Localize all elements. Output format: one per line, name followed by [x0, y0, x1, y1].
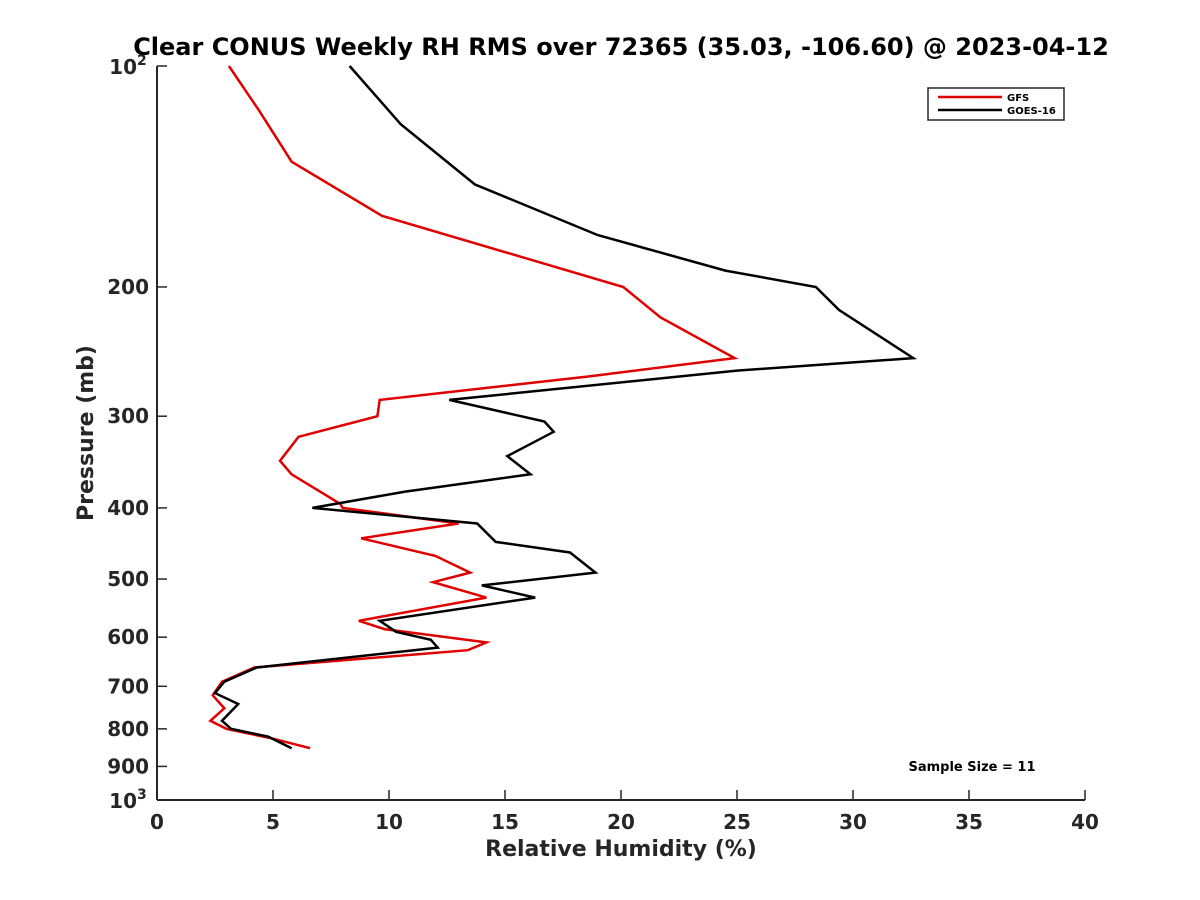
- sample-size-annotation: Sample Size = 11: [908, 760, 1035, 775]
- legend: GFS GOES-16: [927, 87, 1065, 121]
- x-tick-label: 10: [375, 810, 403, 834]
- x-tick-label: 25: [723, 810, 751, 834]
- legend-box: [927, 87, 1065, 121]
- legend-label: GOES-16: [1007, 106, 1056, 117]
- y-tick-label: 800: [107, 717, 149, 741]
- y-tick-exponent: 3: [137, 787, 147, 803]
- y-tick-label: 200: [107, 275, 149, 299]
- x-axis-label: Relative Humidity (%): [485, 837, 757, 862]
- chart-title: Clear CONUS Weekly RH RMS over 72365 (35…: [133, 33, 1109, 61]
- y-tick-label: 900: [107, 754, 149, 778]
- series-line-gfs: [208, 65, 739, 750]
- x-tick-label: 15: [491, 810, 519, 834]
- x-tick-label: 20: [607, 810, 635, 834]
- y-tick-label: 700: [107, 674, 149, 698]
- y-tick-label: 400: [107, 496, 149, 520]
- x-tick-label: 5: [266, 810, 280, 834]
- x-axis-ticks: 0 5 10 15 20 25 30 35 40: [150, 790, 1099, 834]
- legend-label: GFS: [1007, 93, 1029, 104]
- plot-lines: [208, 65, 918, 750]
- y-tick-label: 10: [109, 789, 137, 813]
- y-tick-label: 500: [107, 567, 149, 591]
- y-tick-label: 10: [109, 55, 137, 79]
- series-line-goes-16: [213, 65, 918, 750]
- axes: [156, 66, 1085, 801]
- x-tick-label: 35: [955, 810, 983, 834]
- x-tick-label: 30: [839, 810, 867, 834]
- y-tick-label: 300: [107, 404, 149, 428]
- y-axis-label: Pressure (mb): [74, 345, 99, 521]
- y-tick-label: 600: [107, 625, 149, 649]
- x-tick-label: 40: [1071, 810, 1099, 834]
- x-tick-label: 0: [150, 810, 164, 834]
- y-tick-exponent: 2: [137, 53, 147, 69]
